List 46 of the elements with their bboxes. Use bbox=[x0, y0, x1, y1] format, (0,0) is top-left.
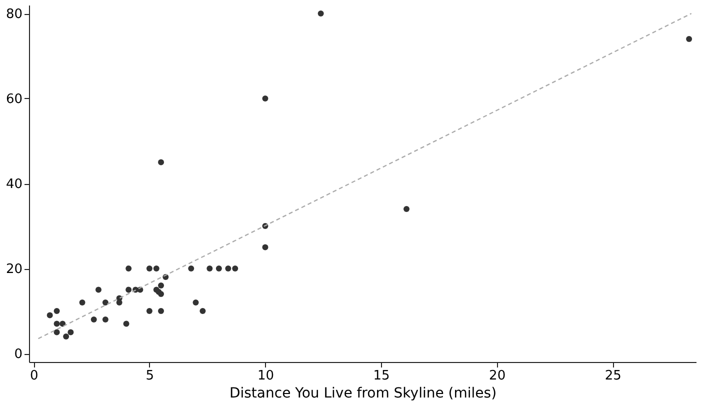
point bbox=[404, 206, 410, 212]
y-tick-label: 80 bbox=[6, 7, 22, 22]
point bbox=[68, 329, 74, 336]
x-tick-label: 20 bbox=[489, 368, 506, 384]
y-tick-label: 20 bbox=[6, 262, 22, 277]
y-tick-label: 60 bbox=[6, 92, 22, 107]
y-tick-label: 0 bbox=[14, 347, 22, 362]
point bbox=[123, 320, 130, 327]
x-tick-label: 5 bbox=[146, 368, 154, 384]
point bbox=[63, 334, 70, 340]
point bbox=[232, 266, 238, 272]
x-tick-label: 25 bbox=[604, 368, 622, 384]
point bbox=[54, 308, 60, 314]
point bbox=[90, 316, 97, 322]
point bbox=[46, 312, 53, 318]
point bbox=[146, 266, 152, 272]
point bbox=[158, 282, 164, 288]
point bbox=[206, 266, 213, 272]
point bbox=[158, 159, 164, 166]
point bbox=[318, 10, 324, 16]
point bbox=[216, 266, 222, 272]
x-axis-title: Distance You Live from Skyline (miles) bbox=[229, 386, 497, 402]
x-tick-label: 10 bbox=[257, 368, 274, 384]
point bbox=[158, 291, 164, 297]
point bbox=[158, 308, 164, 314]
point bbox=[146, 308, 152, 314]
point bbox=[102, 316, 108, 322]
point bbox=[686, 36, 692, 42]
point bbox=[126, 266, 132, 272]
point bbox=[102, 300, 108, 306]
point bbox=[54, 329, 60, 336]
point bbox=[95, 286, 102, 293]
point bbox=[188, 266, 194, 272]
point bbox=[192, 300, 199, 306]
point bbox=[262, 244, 268, 250]
y-tick-label: 40 bbox=[6, 177, 22, 192]
point bbox=[225, 266, 232, 272]
point bbox=[54, 320, 60, 327]
point bbox=[79, 300, 86, 306]
x-tick-label: 15 bbox=[373, 368, 390, 384]
point bbox=[262, 96, 268, 102]
x-tick-label: 0 bbox=[30, 368, 38, 384]
point bbox=[200, 308, 206, 314]
point bbox=[116, 300, 122, 306]
point bbox=[126, 286, 132, 293]
point bbox=[153, 266, 160, 272]
